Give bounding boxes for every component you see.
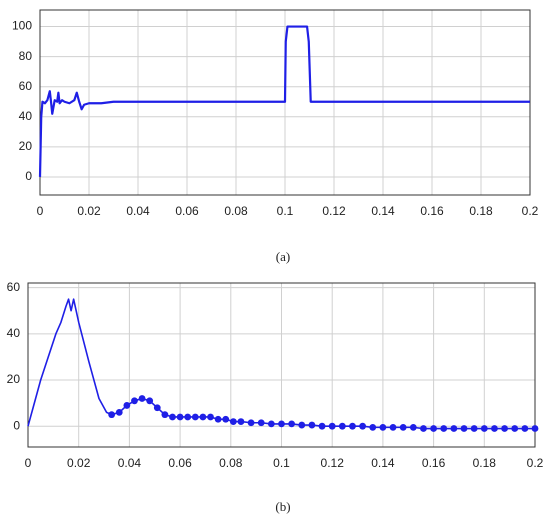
x-tick-label: 0.2 [527, 456, 544, 470]
x-tick-label: 0.08 [224, 204, 248, 218]
data-marker [480, 425, 488, 432]
data-marker [491, 425, 498, 432]
data-marker [511, 425, 519, 432]
x-tick-label: 0.04 [126, 204, 150, 218]
data-marker [199, 413, 207, 421]
x-tick-label: 0.02 [77, 204, 101, 218]
data-marker [237, 418, 245, 425]
data-marker [379, 423, 387, 431]
data-marker [460, 425, 468, 432]
data-marker [430, 425, 437, 432]
data-marker [501, 425, 508, 432]
x-tick-label: 0.12 [322, 204, 346, 218]
data-marker [318, 422, 326, 430]
data-marker [108, 411, 116, 419]
y-tick-label: 60 [7, 280, 21, 294]
data-marker [229, 418, 237, 425]
x-tick-label: 0.16 [420, 204, 444, 218]
x-tick-label: 0.14 [371, 204, 395, 218]
data-marker [328, 422, 336, 430]
data-line [38, 25, 530, 177]
caption: (b) [275, 499, 290, 514]
data-marker [214, 415, 222, 423]
data-marker [349, 422, 356, 430]
data-marker [169, 413, 176, 421]
x-tick-label: 0 [25, 456, 32, 470]
data-marker [207, 413, 214, 421]
y-tick-label: 100 [12, 19, 32, 33]
x-tick-label: 0.08 [219, 456, 243, 470]
data-marker [450, 425, 458, 432]
x-tick-label: 0.18 [469, 204, 493, 218]
data-marker [531, 425, 539, 432]
data-marker [146, 397, 154, 405]
x-tick-label: 0 [37, 204, 44, 218]
data-marker [420, 425, 427, 432]
x-tick-label: 0.2 [522, 204, 539, 218]
x-tick-label: 0.1 [273, 456, 290, 470]
data-marker [409, 423, 417, 431]
data-marker [288, 420, 296, 428]
x-tick-label: 0.06 [168, 456, 192, 470]
data-marker [138, 395, 146, 402]
y-tick-label: 20 [7, 372, 21, 386]
data-marker [389, 423, 397, 431]
caption: (a) [276, 249, 290, 264]
y-tick-label: 40 [19, 109, 33, 123]
x-tick-label: 0.04 [118, 456, 142, 470]
data-marker [161, 411, 169, 419]
data-marker [308, 421, 316, 429]
y-tick-label: 0 [13, 418, 20, 432]
data-marker [521, 425, 529, 432]
data-marker [115, 408, 123, 416]
data-marker [369, 423, 377, 431]
x-tick-label: 0.16 [422, 456, 446, 470]
x-tick-label: 0.1 [277, 204, 294, 218]
data-marker [131, 397, 138, 405]
data-marker [153, 404, 161, 412]
data-marker [298, 421, 306, 429]
y-tick-label: 60 [19, 79, 33, 93]
x-tick-label: 0.02 [67, 456, 91, 470]
x-tick-label: 0.06 [175, 204, 199, 218]
y-tick-label: 80 [19, 49, 33, 63]
data-marker [222, 415, 230, 423]
data-marker [440, 425, 448, 432]
data-marker [176, 413, 184, 421]
x-tick-label: 0.18 [473, 456, 497, 470]
y-tick-label: 0 [25, 169, 32, 183]
data-marker [191, 413, 199, 421]
y-tick-label: 20 [19, 139, 33, 153]
data-marker [399, 423, 407, 431]
plot-frame [27, 282, 536, 448]
data-marker [359, 422, 367, 430]
data-marker [184, 413, 192, 421]
data-marker [123, 402, 131, 409]
data-marker [278, 420, 285, 428]
data-marker [470, 425, 478, 432]
data-line [27, 298, 112, 427]
data-marker [247, 419, 255, 427]
y-tick-label: 40 [7, 326, 21, 340]
data-marker [338, 422, 346, 430]
x-tick-label: 0.14 [371, 456, 395, 470]
data-marker [267, 420, 275, 428]
data-marker [257, 419, 265, 427]
x-tick-label: 0.12 [321, 456, 345, 470]
